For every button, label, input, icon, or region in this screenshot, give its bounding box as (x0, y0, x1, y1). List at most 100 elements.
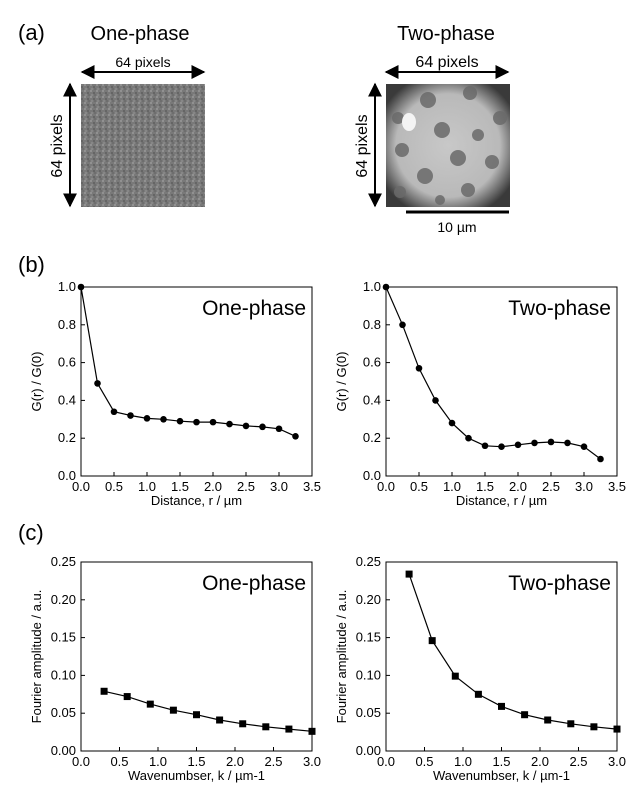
y-tick-label: 0.0 (58, 468, 76, 483)
x-axis-label: Distance, r / µm (456, 493, 547, 508)
x-tick-label: 1.0 (138, 479, 156, 494)
data-point (547, 438, 555, 446)
data-point (239, 720, 247, 728)
y-axis-label: G(r) / G(0) (29, 352, 44, 412)
y-tick-label: 0.20 (51, 592, 76, 607)
chart-title: Two-phase (508, 572, 611, 595)
data-point (567, 720, 575, 728)
data-point (169, 706, 177, 714)
panel-a-label: (a) (18, 20, 45, 45)
data-point (262, 723, 270, 731)
y-tick-label: 0.25 (356, 554, 381, 569)
data-point (259, 423, 266, 431)
y-tick-label: 0.0 (363, 468, 381, 483)
y-tick-label: 0.4 (58, 392, 76, 407)
data-point (100, 687, 108, 695)
chart-title: Two-phase (508, 297, 611, 320)
y-tick-label: 0.8 (58, 317, 76, 332)
data-point (590, 723, 598, 731)
x-tick-label: 1.5 (187, 754, 205, 769)
data-point (110, 408, 118, 416)
height-label: 64 pixels (354, 114, 371, 177)
x-tick-label: 2.0 (531, 754, 549, 769)
chart-one-phase-fourier: 0.0 0.5 1.0 1.5 2.0 2.5 3.0 0.00 0.05 0.10 0.15 0.2… (29, 554, 321, 783)
y-tick-label: 0.00 (356, 743, 381, 758)
scale-bar-label: 10 µm (437, 219, 476, 235)
data-point (564, 439, 571, 447)
y-tick-label: 1.0 (363, 279, 381, 294)
y-tick-label: 0.2 (58, 430, 76, 445)
y-tick-label: 0.8 (363, 317, 381, 332)
data-point (428, 637, 436, 645)
data-point (146, 700, 154, 708)
y-tick-label: 0.15 (51, 630, 76, 645)
series-line (408, 573, 618, 730)
x-tick-label: 0.0 (377, 754, 395, 769)
x-tick-label: 1.5 (171, 479, 189, 494)
x-tick-label: 1.5 (476, 479, 494, 494)
panel-c-label: (c) (18, 520, 44, 545)
data-point (465, 434, 472, 442)
chart-title: One-phase (202, 297, 306, 320)
y-tick-label: 0.10 (51, 667, 76, 682)
x-tick-label: 0.5 (110, 754, 128, 769)
y-tick-label: 0.00 (51, 743, 76, 758)
data-point (77, 283, 85, 291)
data-point (308, 727, 316, 735)
one-phase-micrograph-tint (81, 84, 205, 207)
x-tick-label: 2.0 (226, 754, 244, 769)
y-tick-label: 0.15 (356, 630, 381, 645)
dark-domains (392, 86, 507, 205)
x-tick-label: 3.0 (575, 479, 593, 494)
chart-two-phase-fourier: 0.0 0.5 1.0 1.5 2.0 2.5 3.0 0.00 0.05 0.10 0.15 0.2… (334, 554, 626, 783)
data-point (226, 420, 233, 428)
chart-title: One-phase (202, 572, 306, 595)
x-tick-label: 2.5 (264, 754, 282, 769)
data-point (216, 716, 224, 724)
y-tick-label: 0.05 (356, 705, 381, 720)
data-point (94, 380, 101, 387)
y-tick-label: 0.6 (58, 355, 76, 370)
x-axis-label: Distance, r / µm (151, 493, 242, 508)
x-tick-label: 1.0 (454, 754, 472, 769)
data-point (498, 702, 505, 710)
y-tick-label: 0.05 (51, 705, 76, 720)
data-point (514, 441, 522, 449)
data-point (544, 716, 552, 724)
one-phase-image-title: One-phase (91, 23, 190, 45)
x-tick-label: 3.0 (303, 754, 321, 769)
x-tick-label: 3.0 (608, 754, 626, 769)
data-point (275, 425, 283, 433)
x-tick-label: 2.5 (542, 479, 560, 494)
data-point (474, 690, 482, 698)
data-point (292, 433, 299, 440)
x-tick-label: 2.5 (237, 479, 255, 494)
y-tick-label: 0.25 (51, 554, 76, 569)
one-phase-micrograph (81, 84, 205, 207)
two-phase-image-group: Two-phase 64 pixels 64 pixels 10 µm (354, 23, 510, 235)
chart-two-phase-correlation: 0.0 0.5 1.0 1.5 2.0 2.5 3.0 3.5 0.0 0.2 0.4 0.6 0.8 1… (334, 279, 626, 508)
data-point (405, 570, 413, 578)
x-axis-label: Wavenumbser, k / µm-1 (433, 768, 570, 783)
chart-one-phase-correlation: 0.0 0.5 1.0 1.5 2.0 2.5 3.0 3.5 0.0 0.2 0.4 0.6 0.8 1… (29, 279, 321, 508)
height-label: 64 pixels (49, 114, 66, 177)
x-tick-label: 1.0 (149, 754, 167, 769)
data-point (481, 442, 489, 450)
data-point (160, 416, 167, 423)
x-tick-label: 2.0 (204, 479, 222, 494)
two-phase-image-title: Two-phase (397, 23, 495, 45)
y-axis-label: Fourier amplitude / a.u. (334, 590, 349, 724)
y-axis-label: G(r) / G(0) (334, 352, 349, 412)
x-tick-label: 2.0 (509, 479, 527, 494)
data-point (613, 725, 621, 733)
data-point (521, 711, 529, 719)
x-tick-label: 2.5 (569, 754, 587, 769)
x-tick-label: 0.5 (415, 754, 433, 769)
data-point (242, 422, 250, 430)
x-tick-label: 0.0 (72, 754, 90, 769)
data-point (498, 443, 505, 451)
x-tick-label: 0.0 (72, 479, 90, 494)
x-axis-label: Wavenumbser, k / µm-1 (128, 768, 265, 783)
data-point (123, 693, 131, 701)
data-point (209, 418, 217, 426)
